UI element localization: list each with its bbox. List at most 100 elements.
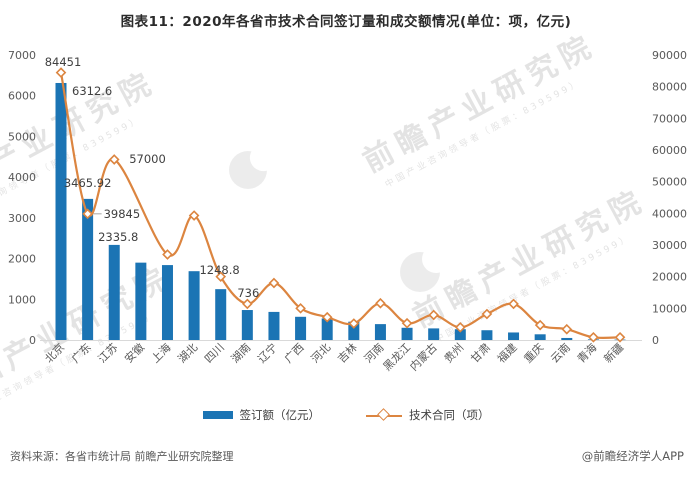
left-axis-tick-label: 7000 (8, 49, 36, 62)
line-series-swatch (366, 408, 402, 421)
marker-黑龙江 (401, 317, 413, 329)
x-axis-category-label: 辽宁 (255, 340, 280, 365)
x-axis-category-label: 内蒙古 (407, 340, 440, 373)
bar-云南 (561, 337, 573, 340)
x-axis-category-label: 重庆 (521, 340, 546, 365)
marker-重庆 (534, 319, 546, 331)
bar-黑龙江 (401, 327, 413, 340)
left-axis-tick-label: 6000 (8, 90, 36, 103)
x-axis-category-label: 甘肃 (468, 341, 493, 366)
legend-item-bar-series: 签订额（亿元） (202, 407, 321, 423)
bar-series-swatch (202, 411, 233, 419)
marker-广东 (82, 208, 93, 220)
right-axis-tick-label: 40000 (652, 207, 687, 220)
marker-河南 (375, 297, 386, 309)
bar-data-label: 1248.8 (199, 263, 239, 277)
line-data-label: 57000 (129, 152, 166, 166)
marker-内蒙古 (428, 309, 440, 321)
left-axis-tick-label: 1000 (8, 293, 36, 306)
right-axis-tick-label: 30000 (652, 239, 687, 252)
bar-江苏 (108, 244, 120, 340)
x-axis-category-label: 北京 (42, 340, 67, 365)
marker-新疆 (614, 331, 626, 343)
bar-辽宁 (268, 311, 280, 340)
marker-上海 (162, 249, 173, 260)
legend-line-label: 技术合同（项） (409, 408, 490, 422)
marker-甘肃 (481, 308, 493, 320)
x-axis-category-label: 新疆 (601, 340, 626, 365)
bar-贵州 (454, 329, 466, 340)
marker-广西 (295, 303, 306, 314)
bar-河南 (374, 324, 386, 340)
bar-上海 (161, 265, 173, 340)
marker-湖北 (188, 210, 200, 221)
legend-item-line-series: 技术合同（项） (366, 407, 490, 423)
chart-title: 图表11：2020年各省市技术合同签订量和成交额情况(单位：项，亿元) (120, 14, 572, 30)
bar-内蒙古 (428, 328, 440, 340)
x-axis-category-label: 广西 (282, 341, 307, 366)
x-axis-category-label: 吉林 (334, 340, 359, 365)
source-note: 资料来源：各省市统计局 前瞻产业研究院整理 (10, 450, 234, 463)
diamond-marker-icon (377, 408, 390, 421)
combo-chart-canvas: 0100020003000400050006000700001000020000… (8, 49, 687, 374)
bar-河北 (321, 318, 333, 340)
marker-湖南 (242, 298, 253, 310)
marker-四川 (215, 271, 227, 282)
x-axis-category-label: 上海 (148, 340, 173, 365)
right-axis-tick-label: 10000 (652, 302, 687, 315)
brand-note: @前瞻经济学人APP (581, 449, 684, 463)
x-axis-category-label: 福建 (494, 340, 519, 365)
line-data-label: 39845 (104, 207, 141, 221)
right-axis-tick-label: 20000 (652, 271, 687, 284)
bar-湖南 (241, 310, 253, 340)
x-axis-category-label: 河北 (309, 341, 334, 366)
bar-广东 (82, 198, 94, 340)
bar-data-label: 3465.92 (64, 176, 112, 190)
bar-四川 (215, 289, 227, 340)
right-axis-tick-label: 80000 (652, 81, 687, 94)
x-axis-category-label: 湖北 (175, 341, 200, 366)
x-axis-category-label: 黑龙江 (381, 341, 414, 374)
line-data-label: 84451 (45, 55, 82, 69)
legend-bar-label: 签订额（亿元） (239, 408, 321, 422)
x-axis-category-label: 湖南 (229, 341, 254, 366)
x-axis-category-label: 江苏 (96, 341, 121, 366)
bar-吉林 (348, 321, 360, 340)
marker-北京 (55, 67, 67, 78)
x-axis-category-label: 云南 (548, 341, 573, 366)
marker-辽宁 (268, 277, 280, 289)
bar-data-label: 6312.6 (72, 84, 112, 98)
bar-甘肃 (481, 330, 493, 340)
left-axis-tick-label: 0 (29, 334, 36, 347)
marker-福建 (508, 298, 519, 310)
bar-data-label: 736 (237, 286, 259, 300)
left-axis-tick-label: 5000 (8, 130, 36, 143)
bar-湖北 (188, 271, 200, 340)
right-axis-tick-label: 0 (652, 334, 659, 347)
marker-吉林 (348, 318, 360, 329)
chart-legend: 签订额（亿元） 技术合同（项） (0, 407, 692, 423)
marker-河北 (321, 311, 333, 323)
left-axis-tick-label: 3000 (8, 212, 36, 225)
left-axis-tick-label: 2000 (8, 253, 36, 266)
right-axis-tick-label: 60000 (652, 144, 687, 157)
marker-云南 (561, 323, 573, 335)
marker-青海 (588, 331, 599, 343)
bar-北京 (55, 82, 67, 340)
left-axis-tick-label: 4000 (8, 171, 36, 184)
bar-重庆 (534, 334, 546, 340)
x-axis-category-label: 青海 (574, 340, 599, 365)
marker-贵州 (454, 322, 466, 333)
bar-广西 (295, 316, 307, 340)
x-axis-category-label: 广东 (69, 341, 94, 366)
line-series-path (59, 72, 621, 340)
x-axis-category-label: 贵州 (442, 341, 467, 366)
right-axis-tick-label: 50000 (652, 176, 687, 189)
x-axis-category-label: 安徽 (122, 340, 147, 365)
x-axis-category-label: 四川 (202, 341, 227, 366)
right-axis-tick-label: 90000 (652, 49, 687, 62)
bar-data-label: 2335.8 (98, 230, 138, 244)
marker-江苏 (108, 154, 120, 165)
right-axis-tick-label: 70000 (652, 112, 687, 125)
